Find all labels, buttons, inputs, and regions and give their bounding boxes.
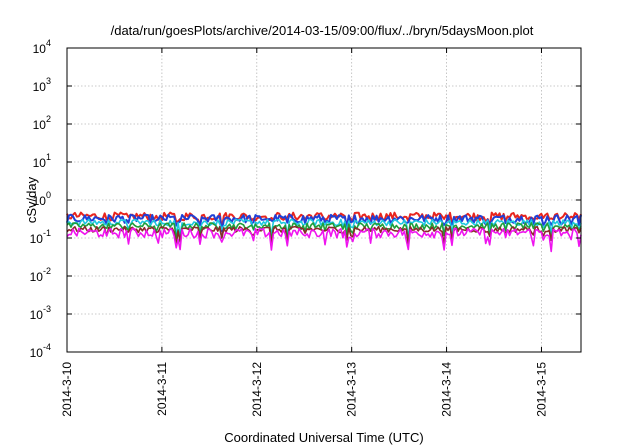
x-tick-label: 2014-3-11 (155, 362, 169, 416)
x-tick-label: 2014-3-15 (534, 362, 548, 417)
y-axis-label: cSv/day (24, 176, 39, 223)
x-tick-label: 2014-3-14 (440, 362, 454, 417)
y-tick-base: 10 (33, 194, 47, 208)
y-tick-exponent: 3 (46, 76, 51, 86)
y-tick-label: 10-4 (30, 342, 51, 360)
x-tick-label: 2014-3-13 (345, 362, 359, 417)
y-tick-base: 10 (33, 156, 47, 170)
axes: 10410310210110010-110-210-310-42014-3-10… (30, 38, 582, 417)
y-tick-exponent: 2 (46, 114, 51, 124)
y-tick-base: 10 (30, 270, 44, 284)
y-tick-base: 10 (30, 308, 44, 322)
series-line (66, 213, 582, 233)
y-tick-label: 103 (33, 76, 51, 94)
y-tick-exponent: -2 (43, 266, 51, 276)
y-tick-label: 10-2 (30, 266, 51, 284)
y-tick-label: 10-1 (30, 228, 51, 246)
series-line (66, 218, 582, 239)
data-series (66, 211, 582, 253)
y-tick-base: 10 (33, 42, 47, 56)
grid-lines (67, 48, 581, 352)
y-tick-label: 101 (33, 152, 51, 170)
chart-title: /data/run/goesPlots/archive/2014-03-15/0… (111, 23, 534, 38)
y-tick-label: 104 (33, 38, 51, 56)
y-tick-base: 10 (33, 80, 47, 94)
y-tick-exponent: -1 (43, 228, 51, 238)
y-tick-exponent: 4 (46, 38, 51, 48)
y-tick-label: 100 (33, 190, 51, 208)
y-tick-base: 10 (33, 118, 47, 132)
x-tick-label: 2014-3-10 (60, 362, 74, 417)
series-line (66, 227, 582, 253)
y-tick-base: 10 (30, 232, 44, 246)
y-tick-exponent: -4 (43, 342, 51, 352)
x-tick-label: 2014-3-12 (250, 362, 264, 417)
y-tick-base: 10 (30, 346, 44, 360)
plot-frame (66, 47, 582, 353)
x-axis-label: Coordinated Universal Time (UTC) (224, 430, 423, 445)
y-tick-label: 102 (33, 114, 51, 132)
y-tick-exponent: -3 (43, 304, 51, 314)
y-tick-exponent: 0 (46, 190, 51, 200)
series-line (66, 225, 582, 247)
y-tick-exponent: 1 (46, 152, 51, 162)
y-tick-label: 10-3 (30, 304, 51, 322)
